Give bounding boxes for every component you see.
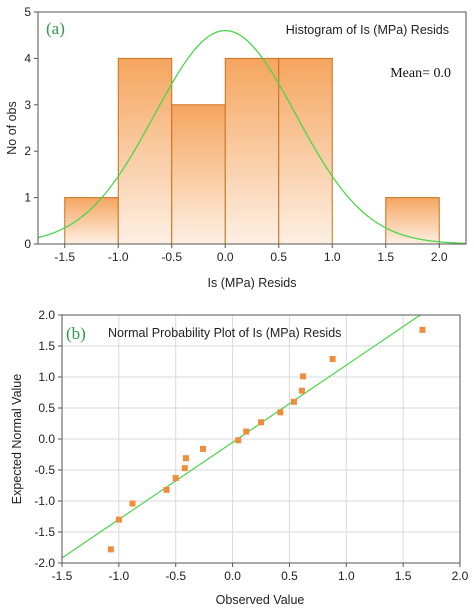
histogram-y-tick-label: 0	[24, 237, 31, 251]
histogram-bars	[64, 57, 440, 245]
probability-plot-y-tick-label: -0.5	[34, 463, 55, 477]
histogram-y-axis-label: No of obs	[5, 101, 19, 155]
histogram-x-tick-label: 0.5	[270, 250, 287, 264]
probability-plot-y-tick-label: 0.5	[38, 401, 55, 415]
probability-plot-x-ticks: -1.5 -1.0 -0.5 0.0 0.5 1.0 1.5 2.0	[52, 563, 469, 583]
histogram-y-ticks: 0 1 2 3 4 5	[24, 5, 38, 251]
probability-plot-y-tick-label: -1.0	[34, 494, 55, 508]
probability-plot-panel: -1.5 -1.0 -0.5 0.0 0.5 1.0 1.5 2.0 -2.0-1.5-1.0…	[10, 308, 469, 607]
probability-plot-y-tick-label: -2.0	[34, 556, 55, 570]
histogram-panel-label: (a)	[46, 19, 65, 38]
histogram-x-tick-label: 2.0	[431, 250, 448, 264]
probability-plot-gridlines	[61, 314, 461, 564]
histogram-title: Histogram of Is (MPa) Resids	[286, 23, 449, 37]
histogram-bar	[171, 104, 226, 245]
histogram-bar	[278, 57, 333, 245]
histogram-x-ticks: -1.5 -1.0 -0.5 0.0 0.5 1.0 1.5 2.0	[54, 244, 448, 264]
histogram-x-tick-label: -1.0	[108, 250, 129, 264]
probability-plot-x-tick-label: 0.0	[224, 569, 241, 583]
probability-plot-point	[298, 387, 305, 394]
histogram-y-tick-label: 4	[24, 51, 31, 65]
histogram-panel: -1.5 -1.0 -0.5 0.0 0.5 1.0 1.5 2.0 0 1 2 3 4 5 (a) H…	[5, 5, 467, 290]
probability-plot-y-axis-label: Expected Normal Value	[10, 374, 24, 504]
probability-plot-point	[243, 428, 250, 435]
probability-plot-y-tick-label: 2.0	[38, 308, 55, 322]
probability-plot-point	[419, 326, 426, 333]
probability-plot-point	[115, 516, 122, 523]
probability-plot-point	[163, 486, 170, 493]
probability-plot-y-ticks: -2.0 -1.5 -1.0 -0.5 0.0 0.5 1.0 1.5 2.0	[34, 308, 62, 570]
probability-plot-x-tick-label: -1.0	[109, 569, 130, 583]
histogram-bar	[117, 57, 173, 245]
histogram-x-axis-label: Is (MPa) Resids	[208, 276, 297, 290]
histogram-x-tick-label: 0.0	[217, 250, 234, 264]
histogram-plot-frame	[37, 11, 467, 245]
probability-plot-point	[235, 437, 242, 444]
probability-plot-y-tick-label: 1.0	[38, 370, 55, 384]
histogram-y-tick-label: 1	[24, 191, 31, 205]
probability-plot-points	[107, 326, 426, 553]
probability-plot-point	[329, 356, 336, 363]
mean-annotation: Mean= 0.0	[390, 66, 451, 81]
probability-plot-point	[277, 409, 284, 416]
probability-plot-y-tick-label: 0.0	[38, 432, 55, 446]
probability-plot-point	[258, 419, 264, 426]
probability-plot-point	[129, 500, 136, 507]
probability-plot-point	[300, 373, 307, 380]
histogram-x-tick-label: 1.0	[324, 250, 341, 264]
probability-plot-x-tick-label: 1.5	[395, 569, 412, 583]
histogram-y-tick-label: 3	[24, 98, 31, 112]
probability-plot-point	[290, 398, 297, 405]
probability-plot-point	[200, 445, 207, 452]
probability-plot-point	[182, 455, 189, 462]
probability-plot-x-tick-label: 1.0	[338, 569, 355, 583]
histogram-y-tick-label: 5	[24, 5, 31, 19]
probability-plot-panel-label: (b)	[66, 324, 86, 343]
fit-line	[61, 314, 421, 559]
histogram-y-tick-label: 2	[24, 144, 31, 158]
probability-plot-point	[172, 475, 179, 482]
histogram-x-tick-label: 1.5	[377, 250, 394, 264]
normal-curve	[37, 29, 467, 245]
histogram-bar	[385, 197, 440, 245]
probability-plot-point	[181, 465, 188, 472]
probability-plot-x-tick-label: 2.0	[452, 569, 469, 583]
probability-plot-point	[107, 546, 114, 553]
probability-plot-x-tick-label: -1.5	[52, 569, 73, 583]
probability-plot-y-tick-label: -1.5	[34, 525, 55, 539]
histogram-x-tick-label: -1.5	[54, 250, 75, 264]
probability-plot-title: Normal Probability Plot of Is (MPa) Resi…	[108, 326, 341, 340]
histogram-bar	[224, 57, 280, 245]
probability-plot-x-tick-label: 0.5	[281, 569, 298, 583]
probability-plot-y-tick-label: 1.5	[38, 339, 55, 353]
probability-plot-x-tick-label: -0.5	[165, 569, 186, 583]
probability-plot-x-axis-label: Observed Value	[216, 593, 305, 607]
histogram-x-tick-label: -0.5	[161, 250, 182, 264]
histogram-bar	[64, 197, 119, 245]
